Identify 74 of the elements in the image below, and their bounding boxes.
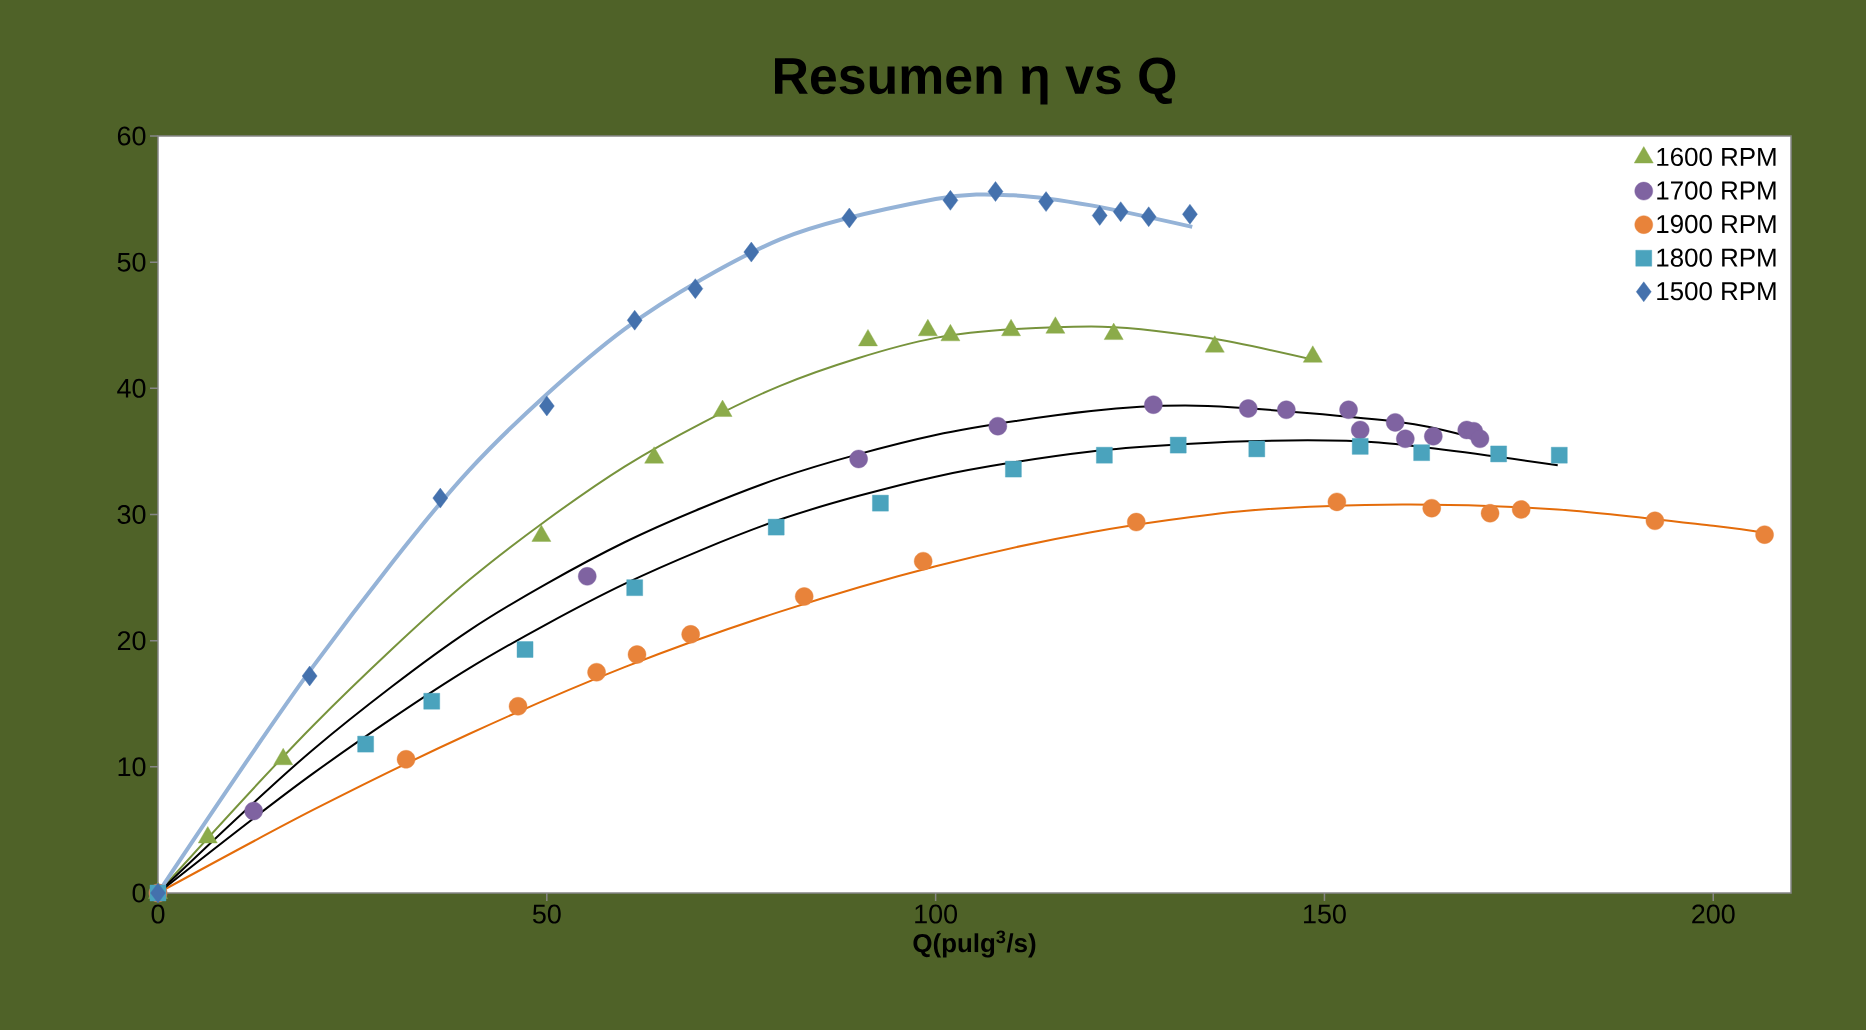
y-tick-label: 10 [118,757,146,777]
point [1182,204,1198,225]
point [795,587,814,606]
point [1327,492,1347,512]
y-tick-label: 60 [117,126,146,146]
y-tick-label: 50 [117,252,146,272]
point [1470,429,1490,448]
point [626,310,643,331]
point [1113,201,1129,222]
point [1755,525,1774,544]
point [1339,400,1358,419]
legend-label: 1600 RPM [1657,147,1776,167]
point [539,395,555,417]
legend-label: 1700 RPM [1657,181,1776,200]
point [987,181,1004,202]
point [1170,436,1187,454]
point [768,518,785,536]
point [942,190,959,211]
point [1005,460,1022,478]
point [1645,511,1665,530]
point [516,641,534,658]
point [432,487,448,509]
point [1396,429,1415,448]
y-tick-label: 40 [117,378,146,398]
x-tick-label: 100 [915,904,958,924]
point [1424,427,1443,446]
point [357,735,374,753]
point [872,494,889,512]
point [681,625,700,644]
point [301,665,318,687]
x-tick-label: 150 [1304,904,1346,924]
point [1551,447,1568,464]
point [1422,498,1441,518]
point [1386,413,1405,432]
point [1239,399,1258,418]
point [626,579,643,596]
point [687,278,704,299]
point [1511,500,1531,519]
point [1096,447,1113,464]
chart-title: Resumen η vs Q [775,57,1176,105]
point [1490,445,1507,463]
x-tick-label: 50 [532,904,561,924]
point [1277,400,1296,419]
point [1413,444,1430,461]
point [849,449,868,469]
point [988,416,1008,436]
point [1480,504,1500,523]
point [1127,512,1146,532]
point [1144,395,1163,414]
x-tick-label: 0 [151,904,165,924]
point [578,567,597,586]
point [587,663,606,682]
x-axis-title: Q(pulg$^{3}$/s) [913,930,1036,958]
point [1352,438,1369,455]
point [913,551,933,571]
point [1351,420,1370,440]
point [1141,206,1157,227]
y-tick-label: 20 [117,631,146,651]
x-tick-label: 200 [1692,904,1735,924]
y-tick-label: 0 [132,883,146,903]
point [244,801,263,821]
point [1092,205,1108,226]
point [396,750,416,769]
legend-label: 1900 RPM [1657,214,1776,234]
point [1038,191,1054,212]
point [508,697,528,716]
point [627,645,647,664]
point [743,241,760,263]
point [1248,440,1265,458]
point [423,693,440,710]
point [841,207,858,229]
legend-label: 1500 RPM [1657,282,1776,301]
legend-label: 1800 RPM [1657,248,1776,267]
y-tick-label: 30 [117,504,146,525]
